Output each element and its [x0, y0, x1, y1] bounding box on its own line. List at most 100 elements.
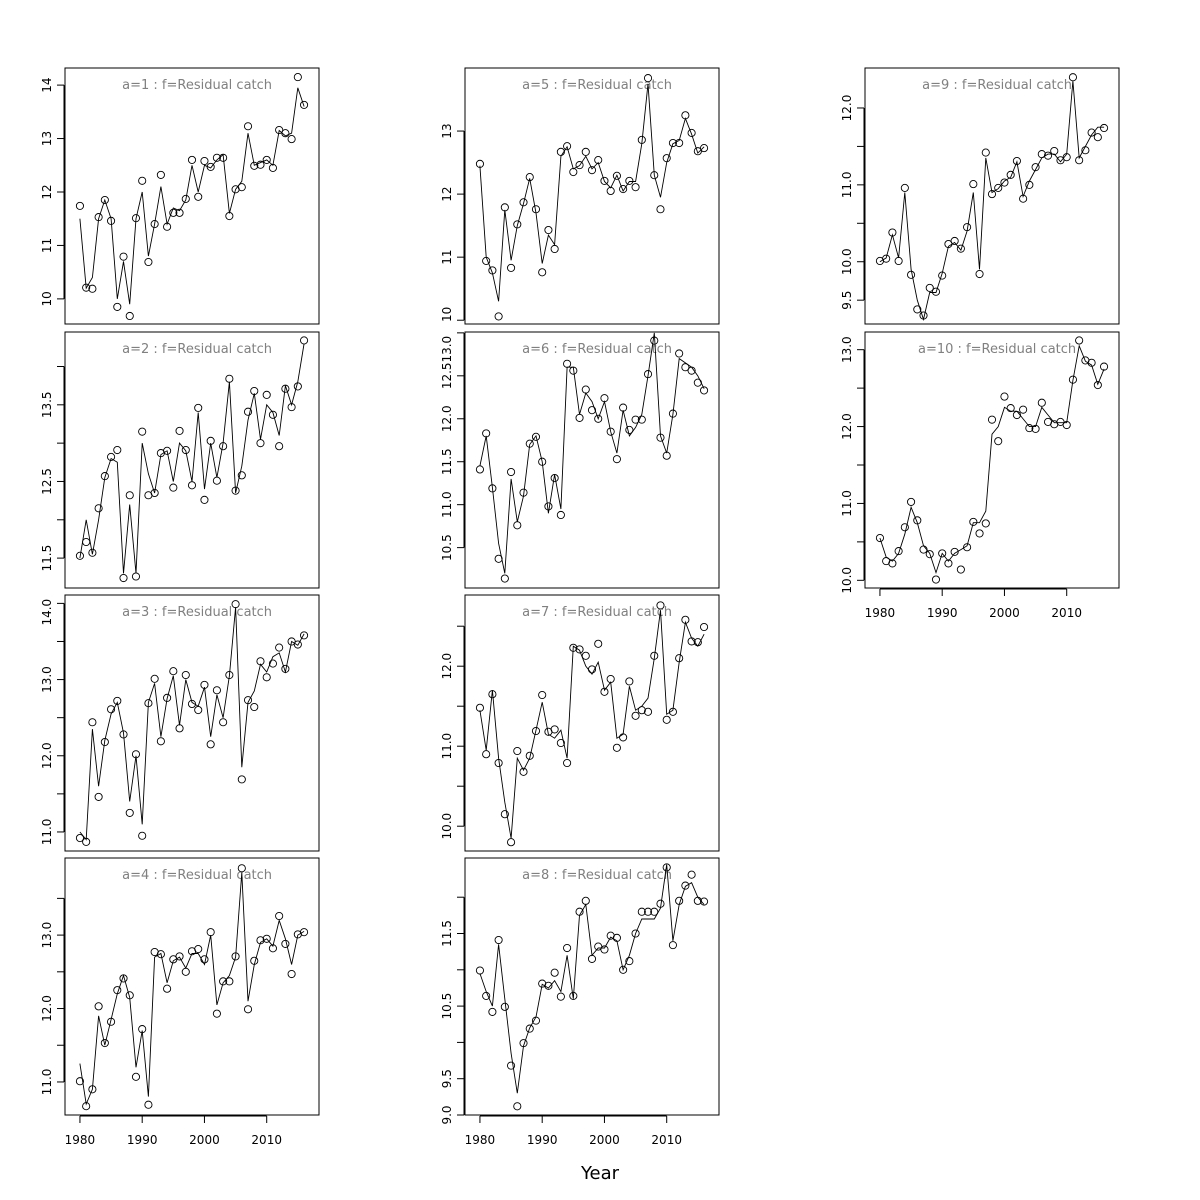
observed-point: [994, 183, 1003, 192]
observed-point: [650, 336, 659, 345]
observed-point: [1025, 180, 1034, 189]
observed-point: [194, 192, 203, 201]
observed-point: [212, 476, 221, 485]
observed-point: [237, 775, 246, 784]
observed-point: [544, 225, 553, 235]
y-tick-label: 11: [440, 250, 454, 265]
panel-6: 10.5 11.0 11.5 12.0 12.513.0 a=6 : f=Residual…: [440, 331, 720, 589]
observed-point: [938, 549, 947, 558]
x-tick-label: 1980: [465, 1133, 496, 1147]
observed-point: [281, 129, 290, 138]
fitted-line: [479, 83, 705, 302]
panel-title: a=10 : f=Residual catch: [918, 342, 1076, 357]
observed-point: [131, 750, 141, 759]
observed-point: [163, 984, 172, 993]
panel-title: a=1 : f=Residual catch: [122, 78, 272, 93]
observed-point: [94, 213, 103, 222]
observed-point: [225, 211, 234, 221]
observed-point: [693, 638, 702, 647]
observed-point: [969, 180, 978, 189]
observed-point: [519, 767, 528, 776]
observed-point: [656, 205, 665, 214]
observed-point: [1019, 194, 1028, 203]
observed-point: [637, 135, 646, 144]
observed-point: [194, 705, 203, 715]
observed-point: [225, 670, 234, 680]
observed-point: [94, 504, 103, 513]
observed-point: [163, 446, 172, 455]
x-tick-label: 1990: [927, 606, 958, 620]
observed-point: [169, 483, 178, 492]
observed-point: [131, 1072, 141, 1081]
observed-point: [293, 73, 302, 82]
observed-point: [513, 746, 522, 756]
observed-point: [1012, 410, 1021, 420]
observed-point: [169, 667, 178, 676]
observed-point: [700, 897, 709, 906]
observed-point: [581, 651, 590, 660]
observed-point: [587, 166, 597, 175]
observed-point: [500, 203, 509, 212]
observed-point: [882, 254, 891, 263]
observed-point: [119, 730, 128, 739]
observed-point: [606, 186, 615, 196]
observed-point: [587, 954, 597, 963]
observed-point: [287, 403, 296, 412]
observed-point: [600, 176, 609, 185]
observed-point: [475, 966, 484, 975]
observed-point: [243, 696, 253, 705]
observed-point: [100, 737, 109, 747]
panel-1: 10 11 12 13 14 a=1 : f=Residual catch: [40, 67, 320, 325]
observed-point: [900, 183, 909, 192]
observed-point: [556, 992, 565, 1001]
fitted-line: [79, 872, 305, 1106]
observed-point: [994, 437, 1003, 446]
observed-point: [1062, 420, 1071, 430]
observed-point: [125, 491, 134, 500]
observed-point: [631, 183, 640, 192]
observed-point: [94, 1002, 103, 1011]
observed-point: [175, 952, 184, 961]
x-tick-label: 2010: [251, 1133, 282, 1147]
observed-point: [900, 523, 909, 532]
observed-point: [250, 956, 259, 965]
observed-point: [268, 410, 277, 419]
observed-point: [687, 870, 696, 879]
panel-frame: [64, 594, 320, 852]
observed-point: [1081, 146, 1090, 155]
observed-point: [550, 725, 559, 734]
observed-point: [156, 737, 165, 746]
y-tick-label: 12.5: [440, 362, 454, 389]
observed-point: [75, 1077, 84, 1086]
observed-point: [1037, 398, 1046, 407]
observed-point: [956, 565, 965, 574]
y-tick-label: 11.5: [440, 448, 454, 475]
observed-point: [612, 743, 621, 752]
observed-point: [75, 551, 84, 560]
panel-title: a=9 : f=Residual catch: [922, 78, 1072, 93]
observed-point: [206, 162, 215, 171]
observed-point: [237, 183, 246, 192]
observed-point: [519, 1039, 528, 1048]
observed-point: [482, 991, 491, 1000]
observed-point: [637, 706, 646, 715]
observed-point: [931, 287, 941, 296]
observed-point: [662, 451, 671, 460]
observed-point: [1068, 73, 1077, 82]
observed-point: [231, 952, 240, 961]
observed-point: [243, 122, 253, 131]
observed-point: [656, 899, 665, 908]
observed-point: [1006, 404, 1015, 413]
observed-point: [156, 170, 165, 179]
observed-point: [662, 715, 671, 724]
observed-point: [956, 244, 965, 253]
observed-point: [119, 573, 128, 583]
observed-point: [981, 148, 990, 157]
observed-point: [1100, 123, 1109, 133]
observed-point: [163, 693, 172, 702]
observed-point: [300, 631, 309, 640]
observed-point: [525, 1024, 534, 1033]
observed-point: [681, 615, 690, 624]
observed-point: [144, 257, 153, 267]
observed-point: [194, 403, 203, 412]
